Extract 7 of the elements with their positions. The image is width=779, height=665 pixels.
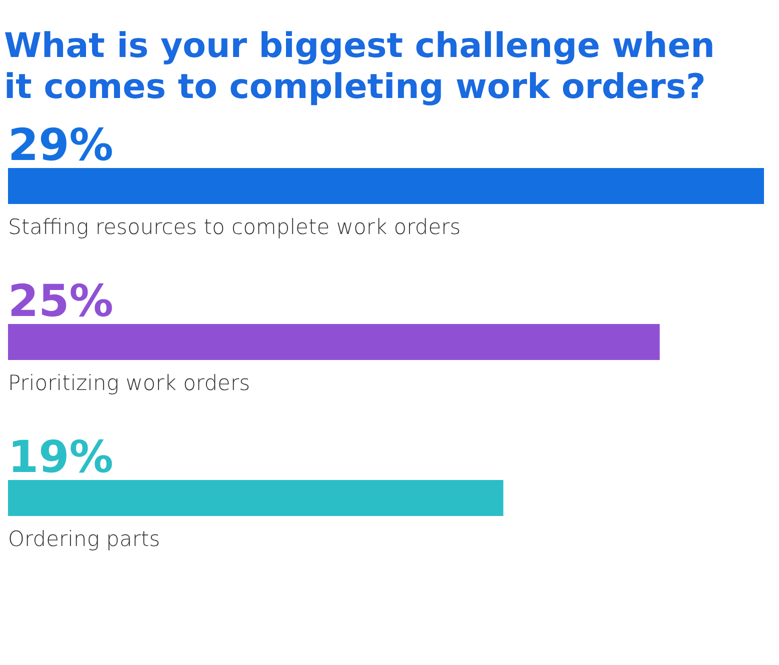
y-tick-label: Ordering parts [8,527,160,551]
data-label: 25% [8,276,114,327]
data-label: 19% [8,432,114,483]
chart-title: What is your biggest challenge when it comes to completing work orders? [4,25,716,108]
data-label: 29% [8,120,114,171]
y-tick-label: Prioritizing work orders [8,371,250,395]
y-tick-label: Staffing resources to complete work orders [8,215,461,239]
